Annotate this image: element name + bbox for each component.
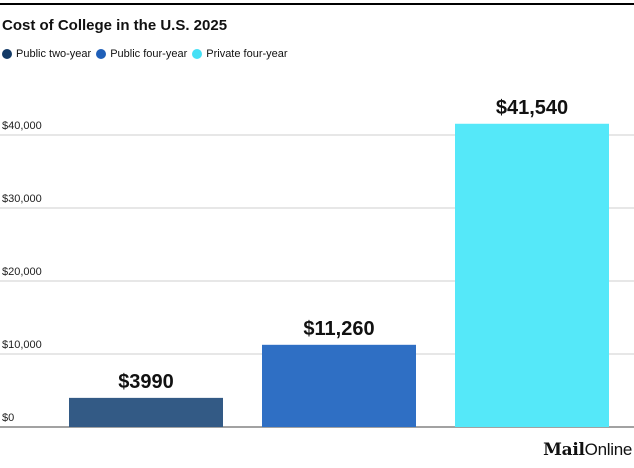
mailonline-logo: MailOnline [543, 440, 632, 460]
legend-label-private-four-year: Private four-year [206, 48, 288, 60]
legend-item-public-two-year: Public two-year [2, 48, 91, 60]
legend-item-private-four-year: Private four-year [192, 48, 288, 60]
y-tick-label: $0 [2, 412, 14, 424]
y-tick-label: $20,000 [2, 266, 42, 278]
legend-label-public-four-year: Public four-year [110, 48, 188, 60]
top-rule [0, 3, 634, 5]
bar [262, 344, 416, 427]
y-tick-label: $30,000 [2, 193, 42, 205]
legend: Public two-year Public four-year Private… [2, 48, 293, 60]
bar-value-label: $11,260 [303, 318, 374, 340]
legend-swatch-public-four-year [96, 49, 107, 59]
bar [69, 397, 223, 427]
brand-mail: Mail [543, 440, 585, 460]
legend-swatch-private-four-year [192, 49, 203, 59]
bar-value-label: $3990 [118, 371, 174, 393]
chart-title: Cost of College in the U.S. 2025 [2, 17, 228, 34]
legend-swatch-public-two-year [2, 49, 12, 59]
legend-item-public-four-year: Public four-year [96, 48, 187, 60]
bar [455, 123, 609, 428]
legend-label-public-two-year: Public two-year [16, 48, 92, 60]
bar-value-label: $41,540 [496, 97, 568, 119]
y-tick-label: $10,000 [2, 339, 42, 351]
brand-online: Online [584, 440, 633, 459]
y-tick-label: $40,000 [2, 120, 42, 132]
